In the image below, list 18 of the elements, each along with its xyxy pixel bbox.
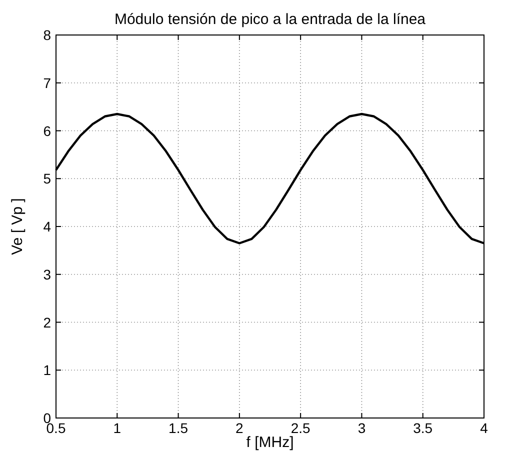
- x-tick-label: 2.5: [290, 420, 311, 436]
- chart-title: Módulo tensión de pico a la entrada de la línea: [114, 11, 426, 28]
- x-tick-label: 2: [236, 420, 244, 436]
- x-axis-title: f [MHz]: [246, 434, 294, 451]
- y-tick-label: 1: [43, 362, 52, 378]
- y-tick-label: 4: [43, 218, 52, 234]
- y-tick-label: 7: [43, 74, 52, 91]
- x-tick-label: 4: [480, 420, 488, 436]
- y-tick-label: 3: [43, 266, 52, 282]
- y-tick-label: 2: [43, 314, 52, 330]
- x-tick-label: 3.5: [413, 420, 433, 436]
- y-axis-title: Ve [ Vp ]: [9, 198, 26, 255]
- x-tick-label: 1.5: [168, 420, 188, 436]
- y-tick-label: 8: [43, 27, 52, 43]
- x-tick-label: 3: [358, 420, 366, 436]
- y-tick-label: 6: [43, 122, 52, 139]
- y-tick-label: 5: [43, 170, 52, 187]
- x-tick-label: 1: [113, 420, 122, 436]
